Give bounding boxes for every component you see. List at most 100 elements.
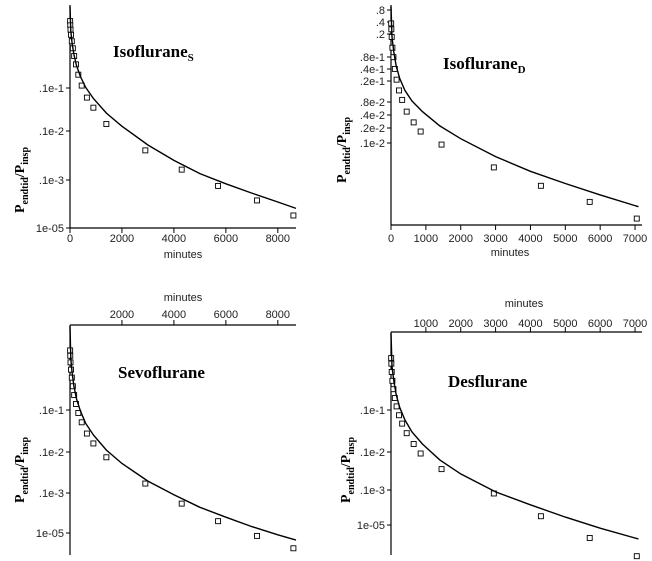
data-point: [399, 420, 406, 427]
y-tick-label: 1e-05: [357, 520, 385, 532]
x-tick-label: 3000: [483, 233, 507, 245]
x-tick-label: 6000: [214, 233, 238, 245]
data-point: [178, 500, 185, 507]
y-tick-label: 1e-05: [36, 528, 64, 540]
y-axis-label: Pendtid/Pinsp: [13, 147, 31, 213]
y-tick-label: .4: [376, 17, 385, 29]
data-point: [178, 166, 185, 173]
data-point: [90, 440, 97, 447]
y-tick-label: .1e-1: [360, 405, 385, 417]
x-tick-label: 6000: [588, 233, 612, 245]
y-tick-label: .8e-2: [360, 97, 385, 109]
data-point: [537, 513, 544, 520]
data-point: [389, 377, 396, 384]
data-point: [396, 412, 402, 419]
data-point: [586, 198, 593, 205]
fit-curve: [69, 6, 297, 210]
data-point: [633, 553, 640, 560]
x-axis-label: minutes: [491, 247, 530, 259]
data-point: [142, 480, 149, 487]
y-tick-label: .2e-2: [360, 123, 385, 135]
panel-title: Sevoflurane: [118, 363, 205, 382]
x-tick-label: 2000: [448, 233, 472, 245]
y-tick-label: .4e-2: [360, 110, 385, 122]
data-point: [103, 121, 110, 127]
x-tick-label: 4000: [162, 309, 186, 321]
y-tick-label: .1e-3: [39, 175, 64, 187]
x-tick-label: 2000: [110, 233, 134, 245]
x-tick-label: 8000: [266, 233, 290, 245]
x-tick-label: 7000: [623, 318, 647, 330]
data-point: [586, 535, 593, 541]
y-tick-label: .1e-1: [39, 405, 64, 417]
data-point: [633, 215, 640, 222]
x-axis-label: minutes: [505, 298, 544, 310]
data-point: [215, 518, 222, 525]
data-point: [490, 164, 497, 171]
data-point: [393, 76, 400, 83]
fit-curve: [69, 326, 297, 541]
data-point: [83, 430, 90, 437]
x-tick-label: 8000: [266, 309, 290, 321]
y-tick-label: .1e-2: [360, 138, 385, 150]
x-tick-label: 3000: [483, 318, 507, 330]
y-tick-label: .1e-2: [39, 126, 64, 138]
data-point: [78, 419, 85, 426]
data-point: [410, 441, 417, 447]
data-point: [403, 430, 410, 437]
x-axis-label: minutes: [164, 249, 203, 261]
y-tick-label: .1e-1: [39, 83, 64, 95]
x-tick-label: 1000: [414, 318, 438, 330]
data-point: [410, 119, 417, 126]
data-point: [390, 54, 397, 61]
y-tick-label: .1e-3: [360, 485, 385, 497]
x-tick-label: 7000: [623, 233, 647, 245]
data-point: [438, 466, 445, 473]
x-tick-label: 4000: [518, 233, 542, 245]
y-axis-label: Pendtid/Pinsp: [339, 437, 357, 503]
x-tick-label: 5000: [553, 318, 577, 330]
y-tick-label: .1e-2: [39, 447, 64, 459]
x-tick-label: 2000: [110, 309, 134, 321]
y-tick-label: .8e-1: [360, 52, 385, 64]
y-tick-label: .1e-2: [360, 447, 385, 459]
data-point: [254, 197, 260, 204]
panel-isoflurane-s: IsofluraneS Pendtid/Pinsp minutes 0 2000 4…: [13, 5, 297, 261]
fit-curve: [390, 333, 639, 540]
y-tick-label: .1e-3: [39, 488, 64, 500]
data-point: [142, 147, 149, 154]
data-point: [290, 545, 297, 552]
panel-title: IsofluraneS: [113, 42, 194, 64]
data-point: [83, 94, 90, 101]
x-tick-label: 6000: [588, 318, 612, 330]
x-tick-label: 0: [67, 233, 73, 245]
data-point: [399, 96, 406, 103]
x-tick-label: 0: [388, 233, 394, 245]
panel-title: Desflurane: [448, 372, 528, 391]
panel-title: IsofluraneD: [443, 54, 526, 76]
data-point: [69, 383, 76, 390]
data-point: [215, 182, 222, 189]
data-point: [103, 454, 110, 461]
y-tick-label: .2: [376, 29, 385, 41]
panel-desflurane: Desflurane Pendtid/Pinsp minutes 1000 200…: [339, 298, 647, 560]
data-point: [537, 182, 544, 189]
x-tick-label: 5000: [553, 233, 577, 245]
y-tick-label: .8: [376, 5, 385, 17]
data-point: [254, 532, 260, 539]
data-point: [417, 450, 424, 457]
panel-isoflurane-d: IsofluraneD Pendtid/Pinsp minutes 0 1000 2…: [335, 5, 647, 259]
data-point: [438, 141, 445, 148]
x-tick-label: 6000: [214, 309, 238, 321]
y-tick-label: .4e-1: [360, 64, 385, 76]
data-point: [290, 212, 297, 219]
x-axis-label: minutes: [164, 292, 203, 304]
data-point: [417, 128, 424, 135]
x-tick-label: 4000: [518, 318, 542, 330]
data-point: [403, 108, 410, 115]
y-axis-label: Pendtid/Pinsp: [335, 117, 353, 183]
data-point: [396, 87, 402, 94]
fit-curve: [390, 6, 639, 208]
data-point: [90, 104, 97, 111]
